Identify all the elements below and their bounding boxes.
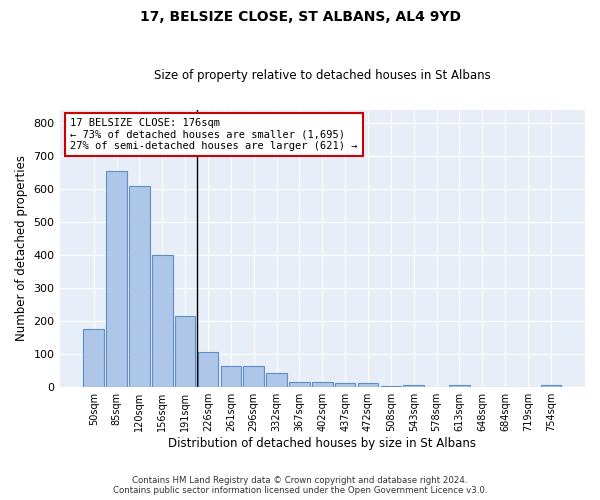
Bar — [380, 386, 401, 387]
Text: 17 BELSIZE CLOSE: 176sqm
← 73% of detached houses are smaller (1,695)
27% of sem: 17 BELSIZE CLOSE: 176sqm ← 73% of detach… — [70, 118, 358, 151]
Bar — [244, 366, 264, 387]
Y-axis label: Number of detached properties: Number of detached properties — [15, 156, 28, 342]
X-axis label: Distribution of detached houses by size in St Albans: Distribution of detached houses by size … — [168, 437, 476, 450]
Bar — [541, 385, 561, 387]
Bar — [449, 385, 470, 387]
Bar — [175, 316, 196, 387]
Bar — [152, 255, 173, 387]
Bar — [106, 170, 127, 387]
Bar — [266, 372, 287, 387]
Bar — [335, 382, 355, 387]
Text: Contains HM Land Registry data © Crown copyright and database right 2024.
Contai: Contains HM Land Registry data © Crown c… — [113, 476, 487, 495]
Title: Size of property relative to detached houses in St Albans: Size of property relative to detached ho… — [154, 69, 491, 82]
Bar — [358, 383, 378, 387]
Bar — [289, 382, 310, 387]
Text: 17, BELSIZE CLOSE, ST ALBANS, AL4 9YD: 17, BELSIZE CLOSE, ST ALBANS, AL4 9YD — [139, 10, 461, 24]
Bar — [221, 366, 241, 387]
Bar — [129, 186, 150, 387]
Bar — [312, 382, 332, 387]
Bar — [403, 384, 424, 387]
Bar — [198, 352, 218, 387]
Bar — [83, 330, 104, 387]
